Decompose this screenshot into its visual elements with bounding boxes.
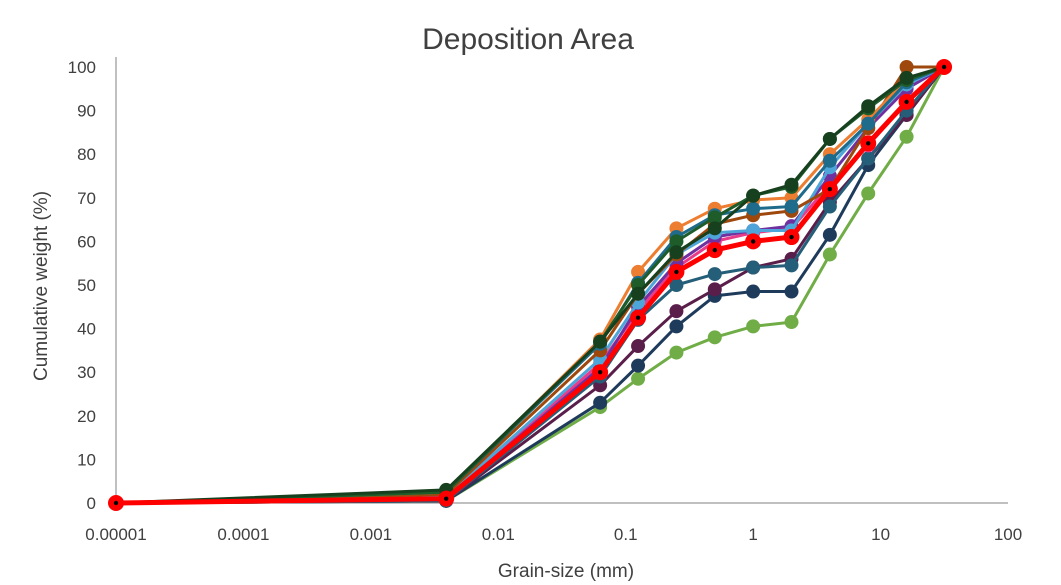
data-point xyxy=(669,319,684,334)
data-point xyxy=(669,234,684,249)
data-point xyxy=(593,334,608,349)
x-tick-label: 100 xyxy=(994,525,1022,544)
data-point xyxy=(899,70,914,85)
series-line xyxy=(115,66,946,505)
data-point-center xyxy=(443,496,449,501)
y-tick-label: 70 xyxy=(77,189,96,208)
data-point-center xyxy=(789,234,794,240)
x-tick-label: 0.1 xyxy=(614,525,638,544)
series-line xyxy=(115,66,946,505)
data-point xyxy=(746,188,761,203)
data-point xyxy=(631,358,646,373)
data-point xyxy=(784,284,799,299)
series-line xyxy=(115,65,946,506)
chart-title: Deposition Area xyxy=(422,23,634,56)
x-tick-label: 0.00001 xyxy=(85,525,146,544)
data-point xyxy=(899,60,914,74)
data-point xyxy=(631,286,646,301)
data-point-center xyxy=(635,315,641,320)
y-axis-title: Cumulative weight (%) xyxy=(31,191,52,381)
data-point xyxy=(631,264,646,279)
data-point xyxy=(822,227,837,242)
data-point xyxy=(784,258,799,273)
data-point xyxy=(707,330,722,345)
data-point-center xyxy=(904,99,909,105)
y-tick-label: 80 xyxy=(77,145,96,164)
y-tick-label: 100 xyxy=(68,58,96,77)
data-point xyxy=(861,99,876,114)
y-tick-label: 30 xyxy=(77,363,96,382)
data-point xyxy=(861,186,876,201)
data-point xyxy=(784,177,799,192)
data-point xyxy=(669,278,684,292)
y-tick-label: 40 xyxy=(77,320,96,339)
data-point-center xyxy=(674,269,679,275)
data-point xyxy=(707,210,722,225)
y-tick-label: 90 xyxy=(77,102,96,121)
data-point-center xyxy=(866,141,871,146)
y-tick-label: 50 xyxy=(77,276,96,295)
x-tick-label: 10 xyxy=(871,525,890,544)
x-tick-label: 1 xyxy=(748,525,757,544)
series-line xyxy=(115,66,946,505)
y-tick-label: 10 xyxy=(77,450,96,469)
data-point xyxy=(822,131,837,146)
data-point xyxy=(746,223,761,238)
data-point xyxy=(707,221,722,236)
x-tick-label: 0.001 xyxy=(350,525,393,544)
x-axis-title: Grain-size (mm) xyxy=(498,561,634,582)
data-point xyxy=(707,282,722,297)
data-point xyxy=(669,245,684,260)
data-point-center xyxy=(597,370,603,375)
data-point xyxy=(707,267,722,282)
data-point-center xyxy=(827,186,833,192)
series-line xyxy=(115,65,945,505)
data-point xyxy=(861,116,876,131)
y-tick-label: 0 xyxy=(87,494,96,513)
x-tick-label: 0.01 xyxy=(482,525,515,544)
data-point xyxy=(669,304,684,319)
data-point xyxy=(746,260,761,275)
data-point xyxy=(631,339,646,354)
data-point xyxy=(899,129,914,144)
plot-area: 0 10 20 30 40 50 60 70 80 90 100 0.00001 0.0001 0.001… xyxy=(68,57,1022,544)
data-point xyxy=(822,247,837,262)
data-point xyxy=(784,315,799,330)
data-point xyxy=(746,201,761,216)
data-point xyxy=(631,371,646,386)
data-point xyxy=(669,345,684,360)
y-tick-label: 20 xyxy=(77,407,96,426)
data-point xyxy=(822,199,837,214)
y-tick-label: 60 xyxy=(77,232,96,251)
data-point xyxy=(593,395,608,410)
data-point xyxy=(861,151,876,166)
data-point-center xyxy=(941,64,947,70)
data-point-center xyxy=(712,247,717,253)
data-point xyxy=(822,153,837,168)
data-point xyxy=(784,199,799,214)
data-point-center xyxy=(750,239,756,244)
data-point xyxy=(746,319,761,334)
data-point-center xyxy=(113,500,119,506)
x-tick-label: 0.0001 xyxy=(217,525,269,544)
data-point xyxy=(746,284,761,299)
